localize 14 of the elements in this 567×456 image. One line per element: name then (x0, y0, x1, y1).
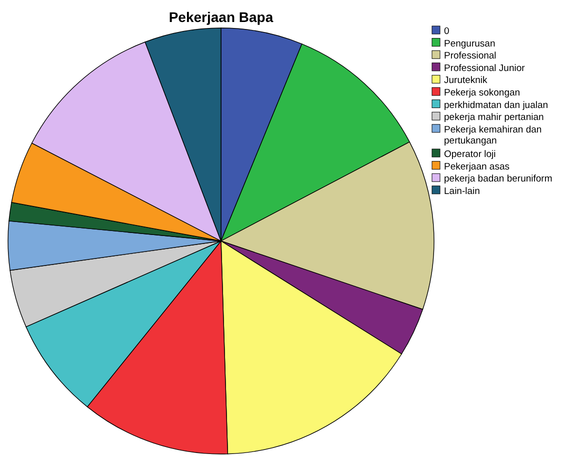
legend-label: Operator loji (444, 149, 496, 160)
legend-label: Lain-lain (444, 186, 480, 197)
legend-label: Pekerja kemahiran dan pertukangan (444, 124, 542, 146)
legend-label: Pekerja sokongan (444, 88, 520, 98)
legend-label: pekerja badan beruniform (444, 174, 552, 185)
legend-label: pekerja mahir pertanian (444, 112, 544, 124)
legend-label: Pekerjaan asas (444, 161, 510, 172)
legend-label: Professional (444, 50, 496, 62)
chart-title: Pekerjaan Bapa (168, 9, 274, 25)
legend-label: Pengurusan (444, 38, 496, 50)
legend-label: Professional Junior (444, 62, 525, 74)
legend-label: 0 (444, 26, 450, 37)
legend-label: perkhidmatan dan jualan (444, 100, 548, 111)
legend-label: Juruteknik (444, 75, 488, 86)
